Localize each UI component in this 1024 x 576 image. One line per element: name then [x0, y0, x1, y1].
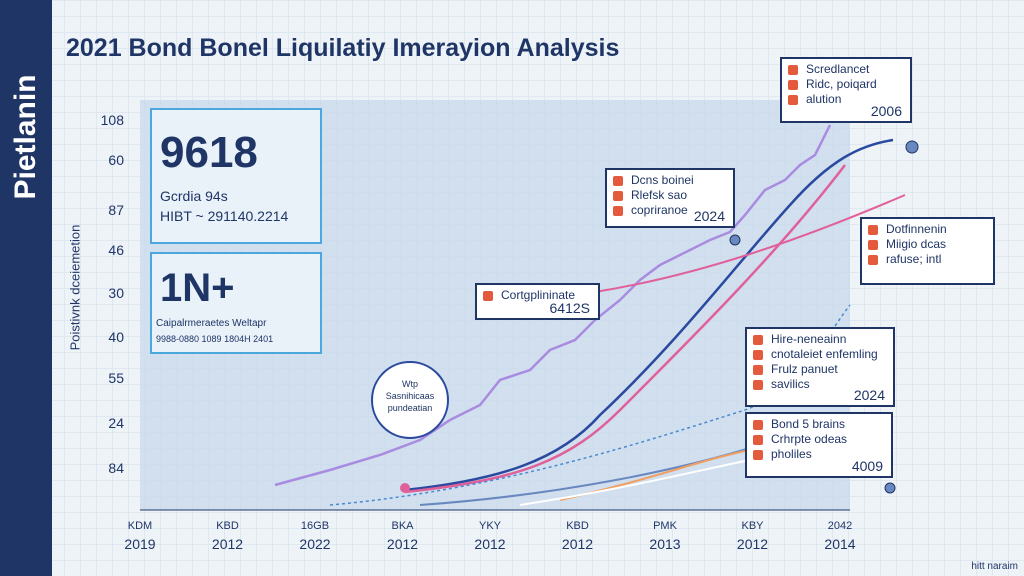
- callout-line: savilics: [771, 377, 810, 391]
- x-tick-label: 2013: [649, 536, 681, 552]
- y-tick-label: 84: [108, 460, 124, 476]
- x-tick-label: 2014: [824, 536, 856, 552]
- callout-icon: [868, 225, 878, 235]
- callout-line: Ridc, poiqard: [806, 77, 877, 91]
- note-line: Sasnihicaas: [385, 391, 435, 401]
- callout-line: rafuse; intl: [886, 252, 942, 266]
- callout-icon: [483, 291, 493, 301]
- callout: Bond 5 brains Crhrpte odeas pholiles 4009: [745, 412, 893, 478]
- callout-line: Crhrpte odeas: [771, 432, 848, 446]
- callout-icon: [753, 450, 763, 460]
- stat-text: 9988-0880 1089 1804H 2401: [156, 334, 274, 344]
- x-tick-label: 2012: [561, 536, 594, 552]
- stat-card: 1N+ Caipalrmeraetes Weltapr 9988-0880 10…: [150, 252, 322, 354]
- x-tick-label: KBY: [741, 520, 764, 532]
- point: [905, 140, 919, 154]
- callout: Scredlancet Ridc, poiqard alution 2006: [780, 57, 912, 123]
- x-tick-label: KBD: [566, 520, 589, 532]
- y-tick-label: 108: [100, 112, 124, 128]
- callout-icon: [753, 350, 763, 360]
- callout-icon: [613, 176, 623, 186]
- callout-line: Rlefsk sao: [631, 188, 688, 202]
- y-tick-label: 40: [108, 329, 124, 345]
- x-tick-label: YKY: [478, 520, 501, 532]
- callout-icon: [868, 255, 878, 265]
- x-tick-label: 2012: [386, 536, 419, 552]
- line-pink: [404, 164, 846, 494]
- x-tick-label: 2042: [827, 520, 853, 532]
- callout-icon: [613, 206, 623, 216]
- sidebar: Pietlanin: [0, 0, 52, 576]
- callout-line: Hire-neneainn: [771, 332, 847, 346]
- x-tick-label: KDM: [127, 520, 153, 532]
- callout-icon: [753, 335, 763, 345]
- x-tick-label: PMK: [653, 520, 677, 532]
- note-line: pundeatian: [387, 403, 433, 413]
- stat-value: 9618: [160, 128, 258, 177]
- stat-value: 1N+: [160, 266, 235, 310]
- callout-year: 4009: [851, 458, 883, 474]
- callout-line: copriranoe: [631, 203, 688, 217]
- stat-text: HIBT ~ 291140.2214: [160, 208, 289, 224]
- callout-line: Dcns boinei: [631, 173, 694, 187]
- x-tick-label: 16GB: [300, 520, 330, 532]
- line-navy: [404, 138, 894, 492]
- point: [729, 234, 741, 246]
- circle-note: [371, 361, 449, 439]
- x-tick-label: 2012: [474, 536, 506, 552]
- callout-icon: [868, 240, 878, 250]
- stat-text: Caipalrmeraetes Weltapr: [156, 318, 267, 329]
- x-tick-label: KBD: [216, 520, 239, 532]
- callout-line: cnotaleiet enfemling: [771, 347, 878, 361]
- callout-year: 6412S: [549, 300, 590, 316]
- line-purple: [274, 124, 832, 487]
- callout-line: Miigio dcas: [886, 237, 947, 251]
- stat-card: 9618 Gcrdia 94s HIBT ~ 291140.2214: [150, 108, 322, 244]
- y-tick-label: 24: [108, 415, 124, 431]
- circle-note-text: Wtp Sasnihicaas pundeatian: [374, 378, 446, 414]
- callout-line: pholiles: [771, 447, 812, 461]
- y-tick-label: 60: [108, 152, 124, 168]
- x-tick-label: 2022: [299, 536, 331, 552]
- callout-line: Scredlancet: [806, 62, 870, 76]
- callout-year: 2006: [870, 103, 902, 119]
- x-tick-label: 2019: [124, 536, 156, 552]
- y-tick-label: 30: [108, 285, 124, 301]
- callout-icon: [613, 191, 623, 201]
- point: [884, 482, 896, 494]
- callout-line: Frulz panuet: [771, 362, 838, 376]
- y-tick-label: 87: [108, 202, 124, 218]
- point: [400, 483, 410, 493]
- callout-year: 2024: [853, 387, 885, 403]
- line-pink-2: [594, 194, 906, 293]
- callout-icon: [753, 420, 763, 430]
- callout-icon: [753, 435, 763, 445]
- callout-icon: [788, 65, 798, 75]
- callout-icon: [753, 380, 763, 390]
- x-tick-label: 2012: [211, 536, 244, 552]
- callout-icon: [753, 365, 763, 375]
- callout-icon: [788, 80, 798, 90]
- callout: Dotfinnenin Miigio dcas rafuse; intl: [860, 217, 995, 285]
- note-line: Wtp: [401, 379, 418, 389]
- line-white: [519, 459, 751, 506]
- y-tick-label: 46: [108, 242, 124, 258]
- stat-text: Gcrdia 94s: [160, 188, 228, 204]
- callout: Cortgplininate 6412S: [475, 283, 600, 320]
- callout-year: 2024: [693, 208, 725, 224]
- callout-line: alution: [806, 92, 842, 106]
- title: 2021 Bond Bonel Liquilatiy Imerayion Ana…: [66, 34, 620, 62]
- x-tick-label: 2012: [736, 536, 769, 552]
- callout-line: Cortgplininate: [501, 288, 576, 302]
- callout: Dcns boinei Rlefsk sao copriranoe 2024: [605, 168, 735, 228]
- callout-line: Bond 5 brains: [771, 417, 846, 431]
- callout: Hire-neneainn cnotaleiet enfemling Frulz p…: [745, 327, 895, 407]
- footer: hitt naraim: [971, 561, 1018, 572]
- callout-icon: [788, 95, 798, 105]
- x-tick-label: BKA: [391, 520, 414, 532]
- callout-line: Dotfinnenin: [886, 222, 947, 236]
- y-tick-label: 55: [108, 370, 124, 386]
